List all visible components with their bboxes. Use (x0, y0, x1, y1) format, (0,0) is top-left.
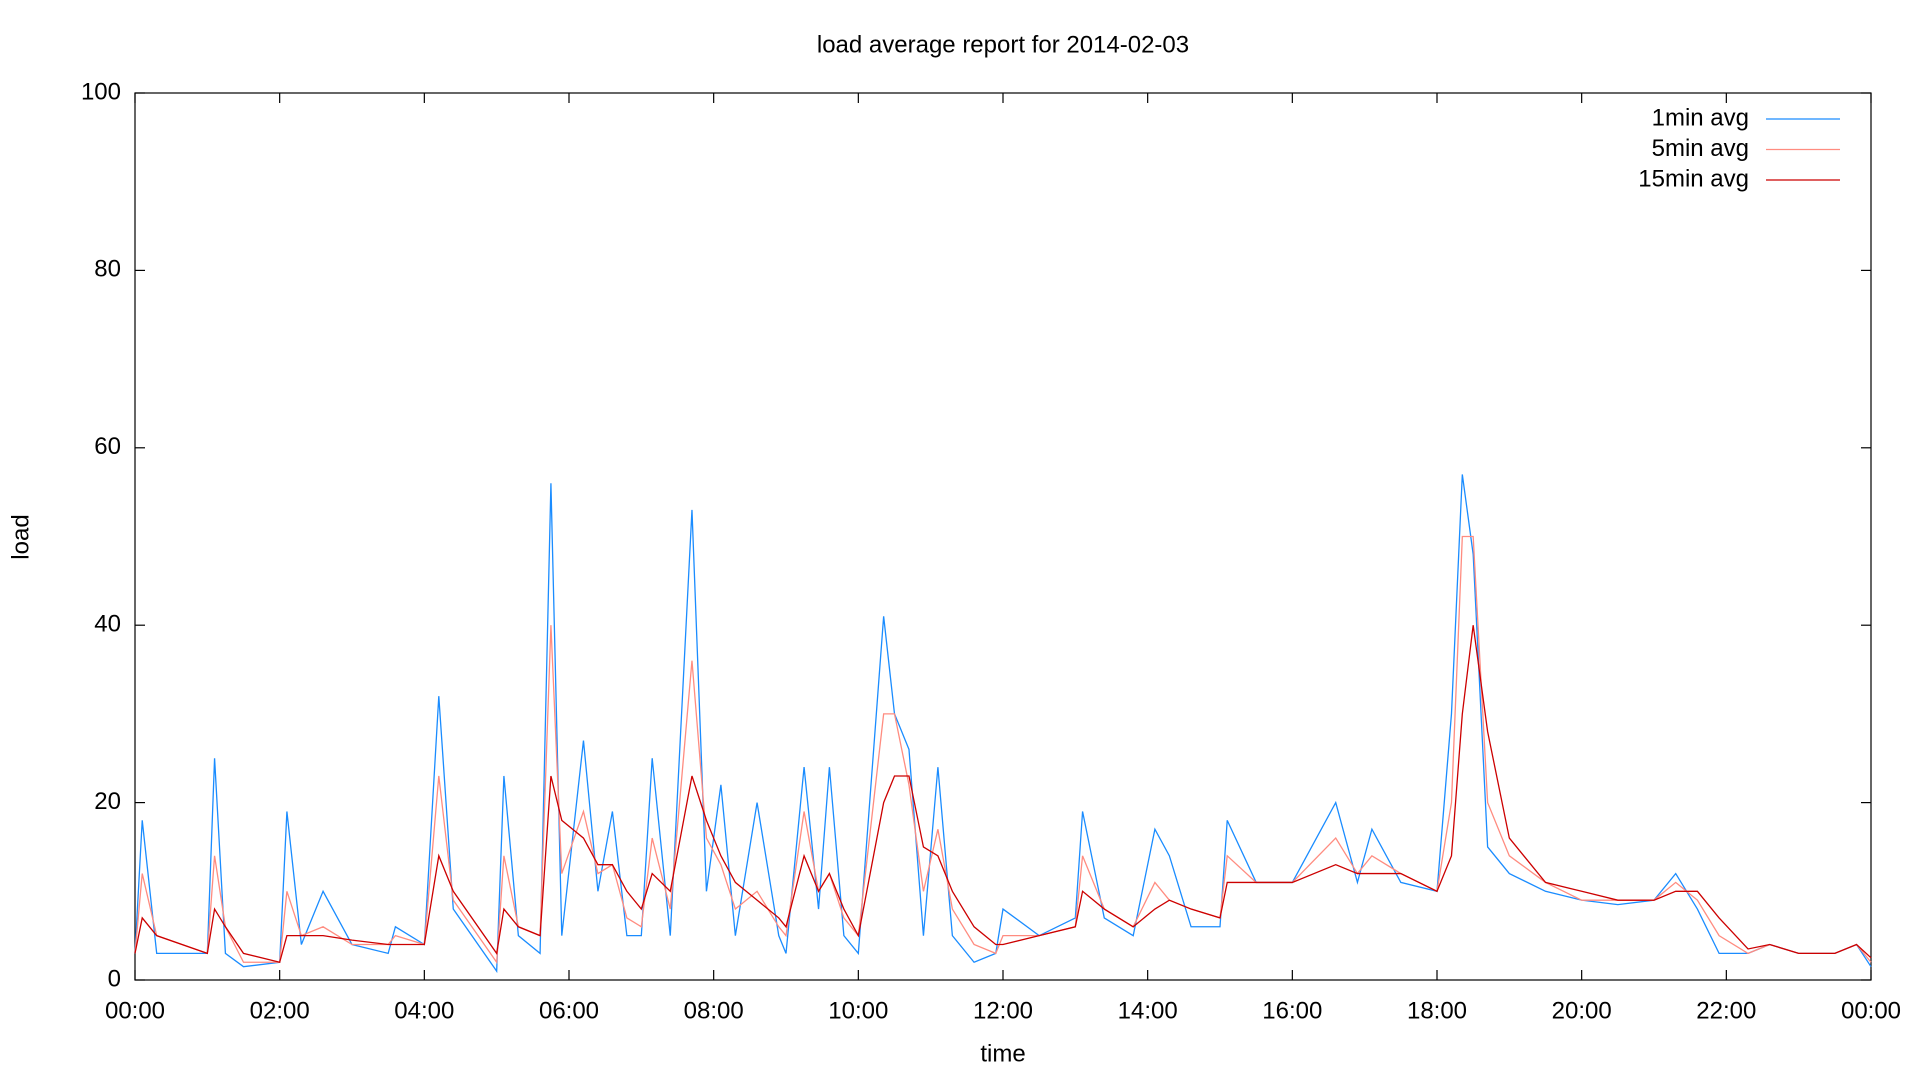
y-tick-label: 100 (81, 78, 121, 105)
x-tick-label: 12:00 (973, 997, 1033, 1024)
x-tick-label: 02:00 (250, 997, 310, 1024)
legend-label: 15min avg (1638, 165, 1749, 192)
y-axis-label: load (7, 514, 34, 559)
x-tick-label: 22:00 (1696, 997, 1756, 1024)
x-tick-label: 18:00 (1407, 997, 1467, 1024)
x-tick-label: 04:00 (394, 997, 454, 1024)
x-tick-label: 10:00 (828, 997, 888, 1024)
plot-frame (134, 92, 1872, 981)
series-line (134, 535, 1872, 965)
y-tick-label: 20 (94, 788, 121, 815)
x-tick-label: 16:00 (1262, 997, 1322, 1024)
y-tick-label: 60 (94, 433, 121, 460)
legend-label: 5min avg (1652, 135, 1749, 162)
x-tick-label: 06:00 (539, 997, 599, 1024)
y-tick-label: 80 (94, 256, 121, 283)
chart-title: load average report for 2014-02-03 (817, 31, 1189, 58)
x-tick-label: 00:00 (1841, 997, 1901, 1024)
x-axis-label: time (980, 1040, 1025, 1067)
x-tick-label: 14:00 (1118, 997, 1178, 1024)
legend-label: 1min avg (1652, 104, 1749, 131)
series-line (134, 625, 1872, 964)
x-tick-label: 08:00 (684, 997, 744, 1024)
x-tick-label: 00:00 (105, 997, 165, 1024)
series-line (134, 474, 1872, 974)
y-tick-label: 40 (94, 611, 121, 638)
x-tick-label: 20:00 (1552, 997, 1612, 1024)
y-tick-label: 0 (108, 965, 121, 992)
